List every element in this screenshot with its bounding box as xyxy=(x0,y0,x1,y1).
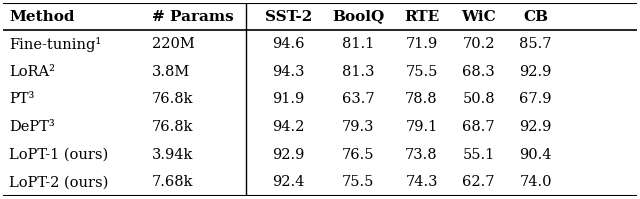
Text: WiC: WiC xyxy=(461,10,496,24)
Text: 74.0: 74.0 xyxy=(520,175,552,189)
Text: LoPT-2 (ours): LoPT-2 (ours) xyxy=(9,175,109,189)
Text: 70.2: 70.2 xyxy=(462,37,495,51)
Text: 50.8: 50.8 xyxy=(462,93,495,106)
Text: DePT³: DePT³ xyxy=(9,120,55,134)
Text: 76.8k: 76.8k xyxy=(152,93,193,106)
Text: 3.8M: 3.8M xyxy=(152,65,190,79)
Text: BoolQ: BoolQ xyxy=(332,10,384,24)
Text: 79.1: 79.1 xyxy=(405,120,438,134)
Text: 74.3: 74.3 xyxy=(405,175,438,189)
Text: 62.7: 62.7 xyxy=(462,175,495,189)
Text: 3.94k: 3.94k xyxy=(152,148,193,162)
Text: 92.9: 92.9 xyxy=(520,120,552,134)
Text: 220M: 220M xyxy=(152,37,195,51)
Text: 92.9: 92.9 xyxy=(272,148,305,162)
Text: LoRA²: LoRA² xyxy=(9,65,55,79)
Text: 75.5: 75.5 xyxy=(342,175,374,189)
Text: 68.7: 68.7 xyxy=(462,120,495,134)
Text: 75.5: 75.5 xyxy=(405,65,438,79)
Text: CB: CB xyxy=(523,10,548,24)
Text: 90.4: 90.4 xyxy=(520,148,552,162)
Text: # Params: # Params xyxy=(152,10,234,24)
Text: RTE: RTE xyxy=(404,10,439,24)
Text: 91.9: 91.9 xyxy=(272,93,305,106)
Text: 76.5: 76.5 xyxy=(342,148,374,162)
Text: SST-2: SST-2 xyxy=(265,10,312,24)
Text: Fine-tuning¹: Fine-tuning¹ xyxy=(9,37,101,52)
Text: 85.7: 85.7 xyxy=(520,37,552,51)
Text: 94.6: 94.6 xyxy=(272,37,305,51)
Text: PT³: PT³ xyxy=(9,93,35,106)
Text: 67.9: 67.9 xyxy=(520,93,552,106)
Text: 94.2: 94.2 xyxy=(272,120,305,134)
Text: Method: Method xyxy=(9,10,75,24)
Text: 73.8: 73.8 xyxy=(405,148,438,162)
Text: 76.8k: 76.8k xyxy=(152,120,193,134)
Text: LoPT-1 (ours): LoPT-1 (ours) xyxy=(9,148,108,162)
Text: 79.3: 79.3 xyxy=(342,120,374,134)
Text: 92.4: 92.4 xyxy=(272,175,305,189)
Text: 92.9: 92.9 xyxy=(520,65,552,79)
Text: 68.3: 68.3 xyxy=(462,65,495,79)
Text: 81.3: 81.3 xyxy=(342,65,374,79)
Text: 71.9: 71.9 xyxy=(405,37,438,51)
Text: 94.3: 94.3 xyxy=(272,65,305,79)
Text: 78.8: 78.8 xyxy=(405,93,438,106)
Text: 63.7: 63.7 xyxy=(342,93,374,106)
Text: 81.1: 81.1 xyxy=(342,37,374,51)
Text: 55.1: 55.1 xyxy=(463,148,495,162)
Text: 7.68k: 7.68k xyxy=(152,175,193,189)
